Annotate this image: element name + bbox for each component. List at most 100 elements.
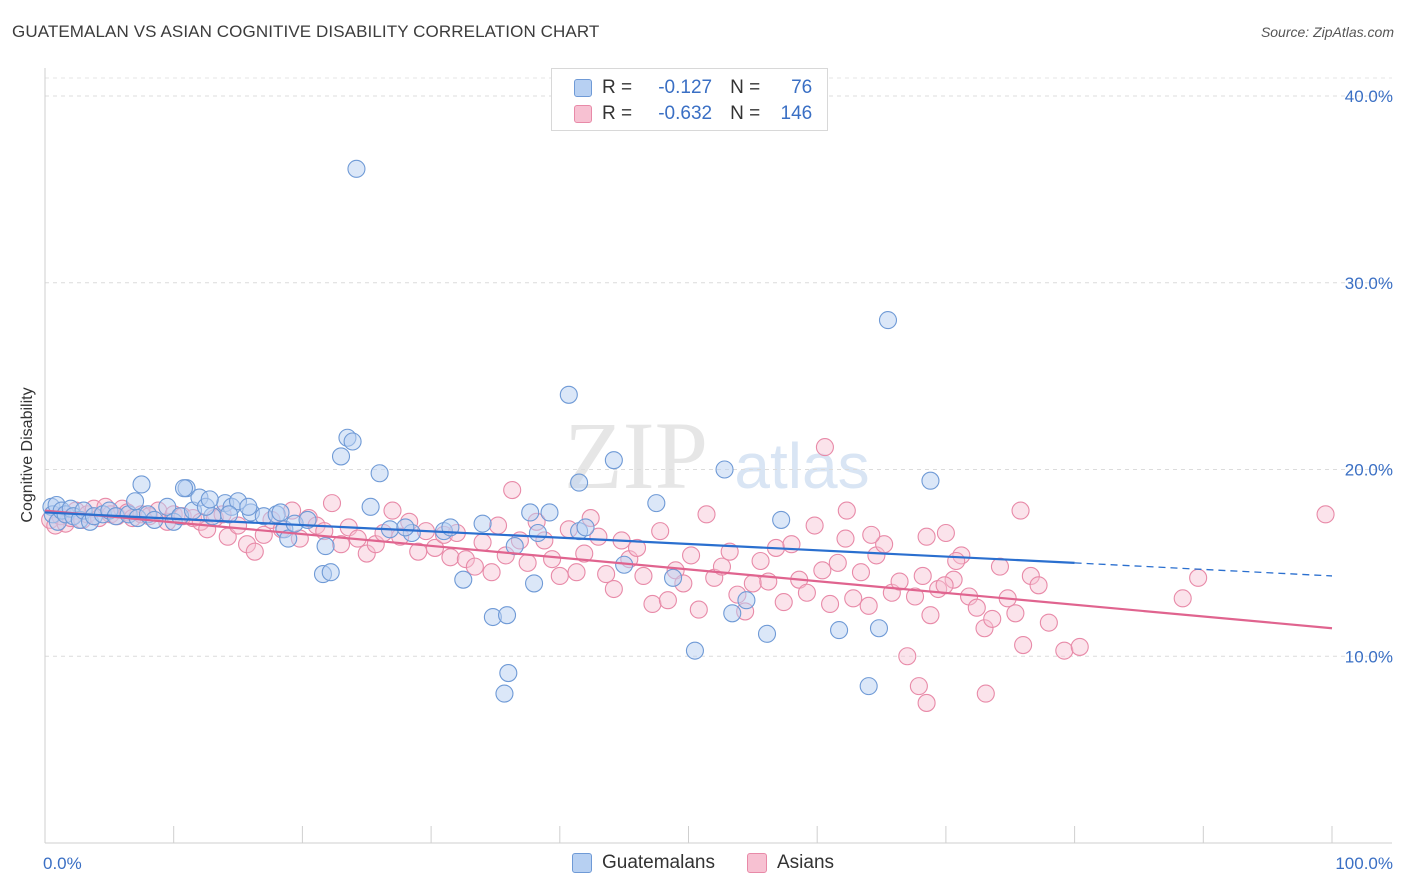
guatemalan-point — [361, 497, 380, 516]
asian-point — [322, 494, 342, 513]
asian-point — [543, 550, 562, 569]
watermark-atlas: atlas — [734, 430, 869, 502]
guatemalan-point — [576, 518, 595, 537]
asian-point — [254, 525, 273, 544]
asian-point — [905, 587, 925, 606]
chart-title: GUATEMALAN VS ASIAN COGNITIVE DISABILITY… — [12, 22, 600, 41]
asian-point — [1021, 566, 1040, 586]
asian-point — [441, 548, 460, 567]
guatemalans-points — [42, 159, 940, 703]
guatemalan-point — [158, 497, 177, 516]
asians-legend-swatch — [746, 853, 767, 873]
guatemalan-point — [200, 490, 219, 509]
guatemalan-point — [830, 621, 849, 640]
asian-point — [682, 546, 701, 565]
guatemalan-point — [528, 523, 547, 543]
asian-point — [805, 516, 824, 535]
series-legend: Guatemalans Asians — [0, 852, 1406, 874]
asian-point — [976, 684, 995, 703]
asian-point — [898, 647, 917, 666]
asian-point — [651, 522, 670, 541]
guatemalans-trend-line — [44, 511, 1075, 564]
asian-point — [909, 677, 928, 696]
guatemalan-point — [723, 604, 742, 623]
asian-point — [720, 542, 739, 561]
asian-point — [921, 606, 940, 625]
n-label: N = — [730, 103, 761, 124]
guatemalan-point — [869, 619, 889, 638]
guatemalan-point — [126, 492, 145, 511]
asian-point — [917, 527, 936, 546]
guatemalans-legend-label: Guatemalans — [601, 852, 715, 873]
asian-point — [936, 523, 955, 543]
asian-point — [550, 566, 569, 586]
guatemalan-point — [757, 624, 777, 643]
asian-point — [238, 535, 257, 554]
guatemalan-point — [174, 479, 194, 498]
asians-trend-line — [44, 509, 1333, 630]
asian-point — [1070, 637, 1089, 656]
n-value: 76 — [791, 77, 813, 98]
r-value: -0.632 — [658, 103, 713, 124]
asian-point — [1189, 568, 1208, 587]
asian-point — [634, 566, 653, 586]
asian-point — [383, 501, 402, 520]
guatemalan-point — [647, 494, 666, 513]
guatemalan-point — [271, 503, 290, 522]
asian-point — [862, 525, 881, 544]
asian-point — [658, 591, 677, 610]
guatemalan-point — [331, 447, 351, 466]
y-tick-label: 10.0% — [1345, 647, 1393, 666]
guatemalan-point — [772, 510, 791, 529]
asian-point — [975, 619, 994, 638]
asian-point — [589, 527, 608, 546]
asian-point — [828, 553, 847, 572]
asian-point — [518, 553, 537, 572]
asian-point — [482, 563, 501, 582]
asian-point — [917, 693, 936, 712]
source-label: Source: ZipAtlas.com — [1260, 24, 1394, 40]
asian-point — [567, 563, 586, 582]
guatemalan-point — [525, 574, 544, 593]
asian-point — [859, 596, 878, 615]
guatemalan-point — [540, 503, 559, 522]
legend-item-guatemalans[interactable]: Guatemalans — [571, 852, 715, 874]
asians-legend-label: Asians — [776, 852, 835, 873]
asian-point — [990, 557, 1010, 576]
asian-point — [952, 546, 971, 565]
asian-point — [821, 594, 840, 614]
asian-point — [643, 594, 662, 614]
y-tick-label: 40.0% — [1345, 87, 1393, 106]
r-label: R = — [602, 77, 633, 98]
guatemalan-point — [239, 497, 258, 516]
guatemalan-point — [604, 451, 623, 470]
guatemalan-point — [859, 677, 878, 696]
legend-item-asians[interactable]: Asians — [746, 852, 835, 874]
asian-point — [751, 551, 770, 571]
asian-point — [1173, 589, 1192, 608]
asian-point — [712, 557, 732, 576]
asian-point — [890, 572, 909, 591]
legend-row-guatemalans: R = -0.127 N = 76 — [574, 77, 812, 99]
guatemalans-trend-extension — [1074, 562, 1333, 577]
legend-row-asians: R = -0.632 N = 146 — [574, 103, 812, 125]
asian-point — [851, 563, 871, 582]
guatemalan-point — [499, 664, 518, 683]
asian-point — [473, 533, 492, 552]
guatemalan-point — [454, 570, 473, 589]
guatemalan-point — [570, 473, 589, 492]
y-tick-label: 20.0% — [1345, 461, 1393, 480]
asian-point — [697, 505, 716, 524]
guatemalan-point — [664, 568, 683, 587]
guatemalan-point — [685, 641, 704, 660]
asian-point — [983, 609, 1002, 628]
asian-point — [503, 480, 522, 500]
guatemalan-point — [495, 684, 514, 703]
n-value: 146 — [780, 103, 813, 124]
guatemalan-point — [497, 606, 517, 625]
asian-point — [1316, 505, 1335, 524]
guatemalan-point — [343, 432, 362, 451]
asian-point — [456, 550, 475, 569]
x-tick-label-min: 0.0% — [43, 854, 82, 873]
